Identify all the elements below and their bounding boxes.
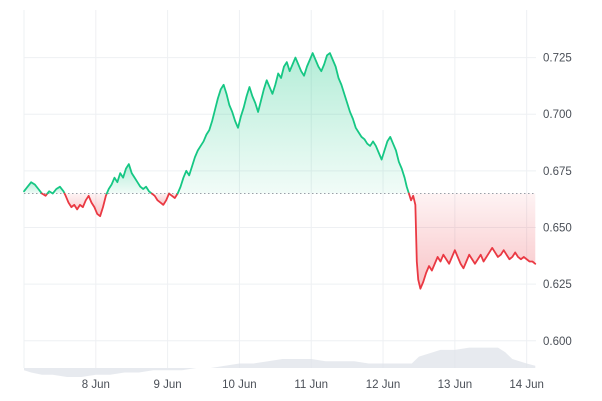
line-segment-down [63,192,108,218]
y-axis-ticks: 0.725 0.700 0.675 0.650 0.625 0.600 [543,53,572,348]
volume-area [24,347,536,378]
y-tick-label: 0.675 [543,166,572,178]
y-tick-label: 0.600 [543,336,572,348]
line-segment-up [105,163,153,195]
fill-above-baseline [106,164,152,194]
fill-above-baseline [24,182,42,194]
x-tick-label: 11 Jun [294,379,328,391]
fill-above-baseline [177,53,409,194]
x-axis-ticks: 8 Jun 9 Jun 10 Jun 11 Jun 12 Jun 13 Jun 14 Jun [82,379,544,391]
fill-below-baseline [408,193,536,289]
x-tick-label: 10 Jun [222,379,257,391]
x-tick-label: 8 Jun [82,379,110,391]
line-segment-down [168,192,179,199]
line-segment-down [41,192,49,197]
x-tick-label: 12 Jun [366,379,401,391]
volume-shape [24,347,536,378]
line-segment-down [408,192,537,290]
x-tick-label: 13 Jun [438,379,473,391]
line-segment-up [23,181,43,195]
line-segment-up [46,185,66,195]
y-tick-label: 0.625 [543,279,572,291]
line-segment-up [176,52,410,195]
y-tick-label: 0.700 [543,109,572,121]
y-tick-label: 0.650 [543,223,572,235]
line-segment-down [150,192,170,206]
y-tick-label: 0.725 [543,53,572,65]
price-line [23,52,537,290]
x-tick-label: 9 Jun [154,379,182,391]
x-tick-label: 14 Jun [509,379,544,391]
